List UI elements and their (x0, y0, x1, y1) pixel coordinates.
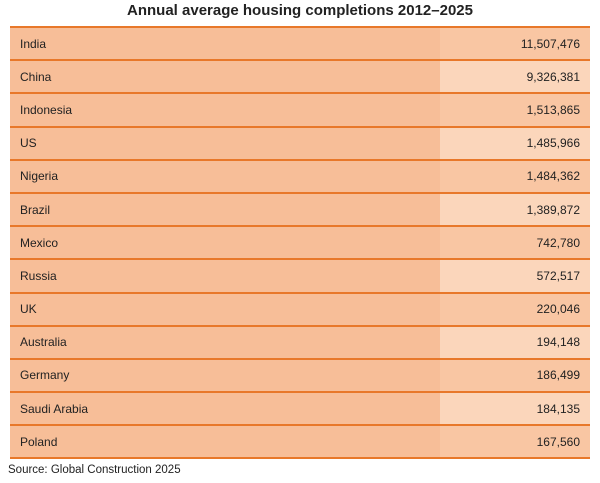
value-cell: 1,485,966 (440, 125, 590, 160)
value-cell: 194,148 (440, 324, 590, 359)
value-cell: 1,389,872 (440, 191, 590, 227)
country-cell: Indonesia (10, 92, 440, 127)
value-cell: 184,135 (440, 391, 590, 426)
table-row: Poland 167,560 (10, 424, 590, 460)
value-cell: 1,484,362 (440, 158, 590, 193)
table-body: India 11,507,476 China 9,326,381 Indonesia 1,… (10, 25, 590, 460)
value-cell: 572,517 (440, 258, 590, 293)
table-row: Russia 572,517 (10, 258, 590, 293)
table-row: Saudi Arabia 184,135 (10, 391, 590, 426)
country-cell: Mexico (10, 225, 440, 260)
country-cell: Brazil (10, 191, 440, 227)
table-row: India 11,507,476 (10, 25, 590, 61)
table-row: Nigeria 1,484,362 (10, 158, 590, 193)
table-row: UK 220,046 (10, 291, 590, 326)
country-cell: Russia (10, 258, 440, 293)
source-note: Source: Global Construction 2025 (8, 464, 181, 476)
country-cell: Saudi Arabia (10, 391, 440, 426)
country-cell: Nigeria (10, 158, 440, 193)
country-cell: UK (10, 291, 440, 326)
value-cell: 220,046 (440, 291, 590, 326)
country-cell: Australia (10, 324, 440, 359)
country-cell: India (10, 25, 440, 61)
value-cell: 186,499 (440, 357, 590, 393)
value-cell: 9,326,381 (440, 59, 590, 94)
country-cell: US (10, 125, 440, 160)
data-table: India 11,507,476 China 9,326,381 Indonesia 1,… (10, 25, 590, 460)
table-row: Germany 186,499 (10, 357, 590, 393)
table-row: Mexico 742,780 (10, 225, 590, 260)
value-cell: 742,780 (440, 225, 590, 260)
table-row: US 1,485,966 (10, 125, 590, 160)
country-cell: China (10, 59, 440, 94)
table-row: Brazil 1,389,872 (10, 191, 590, 227)
title: Annual average housing completions 2012–… (127, 2, 473, 19)
country-cell: Germany (10, 357, 440, 393)
table-row: Indonesia 1,513,865 (10, 92, 590, 127)
value-cell: 1,513,865 (440, 92, 590, 127)
value-cell: 167,560 (440, 424, 590, 460)
table-row: Australia 194,148 (10, 324, 590, 359)
value-cell: 11,507,476 (440, 25, 590, 61)
table-row: China 9,326,381 (10, 59, 590, 94)
country-cell: Poland (10, 424, 440, 460)
